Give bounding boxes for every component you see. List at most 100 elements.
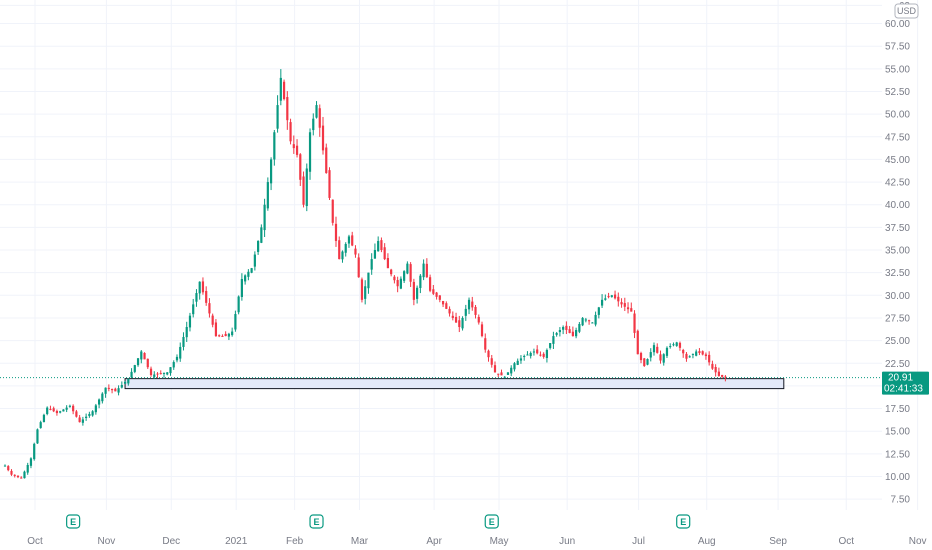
candle-body xyxy=(464,308,467,316)
candle-body xyxy=(26,465,29,473)
candle-body xyxy=(490,358,493,365)
candle-body xyxy=(266,182,269,209)
candle-body xyxy=(562,327,565,330)
candle-body xyxy=(331,199,334,223)
candle-body xyxy=(136,358,140,366)
earnings-icon xyxy=(484,514,499,529)
candle-body xyxy=(406,263,409,274)
time-tick-label: Mar xyxy=(351,536,369,547)
price-axis[interactable]: 7.5010.0012.5015.0017.5020.0022.5025.002… xyxy=(885,1,910,506)
candle-body xyxy=(88,413,91,416)
time-axis[interactable]: Oct Nov Dec 2021 Feb Mar Apr May Jun Jul Aug Sep Oct… xyxy=(27,536,926,547)
candle-body xyxy=(334,223,338,241)
price-tick-label: 35.00 xyxy=(885,246,910,257)
candle-body xyxy=(704,354,708,357)
candle-body xyxy=(639,353,643,361)
candle-body xyxy=(279,77,282,101)
candle-body xyxy=(630,308,633,312)
candle-body xyxy=(162,372,166,374)
candle-body xyxy=(480,324,484,337)
candle-body xyxy=(636,330,639,355)
candle-body xyxy=(182,336,185,347)
price-tick-label: 42.50 xyxy=(885,178,910,189)
candle-body xyxy=(305,168,308,207)
candle-body xyxy=(510,367,513,374)
candle-body xyxy=(711,363,714,369)
candle-body xyxy=(188,315,192,328)
candle-body xyxy=(669,346,672,348)
candle-body xyxy=(695,351,698,356)
candle-body xyxy=(513,363,516,370)
candle-body xyxy=(526,354,529,356)
earnings-marker[interactable]: E xyxy=(66,514,81,529)
candle-body xyxy=(390,269,393,275)
candle-body xyxy=(672,344,675,346)
candle-body xyxy=(370,259,373,270)
candle-body xyxy=(565,325,568,331)
candle-body xyxy=(519,358,523,361)
candle-body xyxy=(146,358,149,368)
price-tick-label: 60.00 xyxy=(885,19,910,30)
price-tick-label: 45.00 xyxy=(885,155,910,166)
candle-body xyxy=(81,419,84,423)
earnings-marker[interactable]: E xyxy=(484,514,499,529)
candle-body xyxy=(140,351,143,360)
candle-body xyxy=(571,331,574,337)
earnings-marker[interactable]: E xyxy=(309,514,324,529)
candle-body xyxy=(39,422,42,428)
candle-body xyxy=(373,250,377,259)
price-tick-label: 32.50 xyxy=(885,268,910,279)
candle-body xyxy=(558,330,561,333)
candle-body xyxy=(523,356,526,358)
earnings-letter: E xyxy=(314,517,320,527)
candle-body xyxy=(263,204,266,231)
candle-body xyxy=(698,351,701,353)
candle-body xyxy=(497,373,500,375)
candle-body xyxy=(117,388,120,393)
candle-body xyxy=(224,333,227,337)
candle-body xyxy=(133,365,136,372)
time-tick-label: 2021 xyxy=(225,536,248,547)
candle-body xyxy=(308,132,312,172)
candle-body xyxy=(10,470,13,475)
candle-body xyxy=(360,279,364,300)
candle-body xyxy=(656,346,659,353)
candle-body xyxy=(412,281,415,300)
candle-body xyxy=(110,389,114,391)
candle-body xyxy=(33,443,36,460)
candle-body xyxy=(23,471,26,479)
candle-body xyxy=(46,407,49,415)
candle-body xyxy=(438,295,441,300)
price-tick-label: 15.00 xyxy=(885,427,910,438)
candle-body xyxy=(422,263,425,278)
candle-body xyxy=(662,354,665,363)
candle-body xyxy=(253,254,256,267)
candle-body xyxy=(179,346,182,359)
candle-body xyxy=(610,295,613,297)
candle-body xyxy=(231,331,234,336)
candle-body xyxy=(98,399,101,405)
currency-unit[interactable]: USD xyxy=(894,3,919,19)
candle-body xyxy=(13,474,16,476)
candle-body xyxy=(159,373,162,375)
price-tick-label: 17.50 xyxy=(885,404,910,415)
candle-body xyxy=(377,240,380,252)
candle-body xyxy=(295,145,299,155)
price-tick-label: 52.50 xyxy=(885,87,910,98)
last-price-badge: 20.91 02:41:33 xyxy=(882,371,929,395)
candle-body xyxy=(149,368,153,376)
candle-body xyxy=(240,279,243,297)
candle-body xyxy=(341,251,344,260)
candle-body xyxy=(130,371,133,378)
candle-body xyxy=(321,125,325,151)
earnings-marker[interactable]: E xyxy=(676,514,691,529)
candle-body xyxy=(451,315,454,318)
candle-body xyxy=(652,345,656,353)
support-zone-rect xyxy=(124,378,785,390)
candle-body xyxy=(318,108,321,128)
price-tick-label: 12.50 xyxy=(885,449,910,460)
candle-body xyxy=(94,405,97,413)
candle-body xyxy=(458,320,461,328)
candle-body xyxy=(208,303,211,314)
